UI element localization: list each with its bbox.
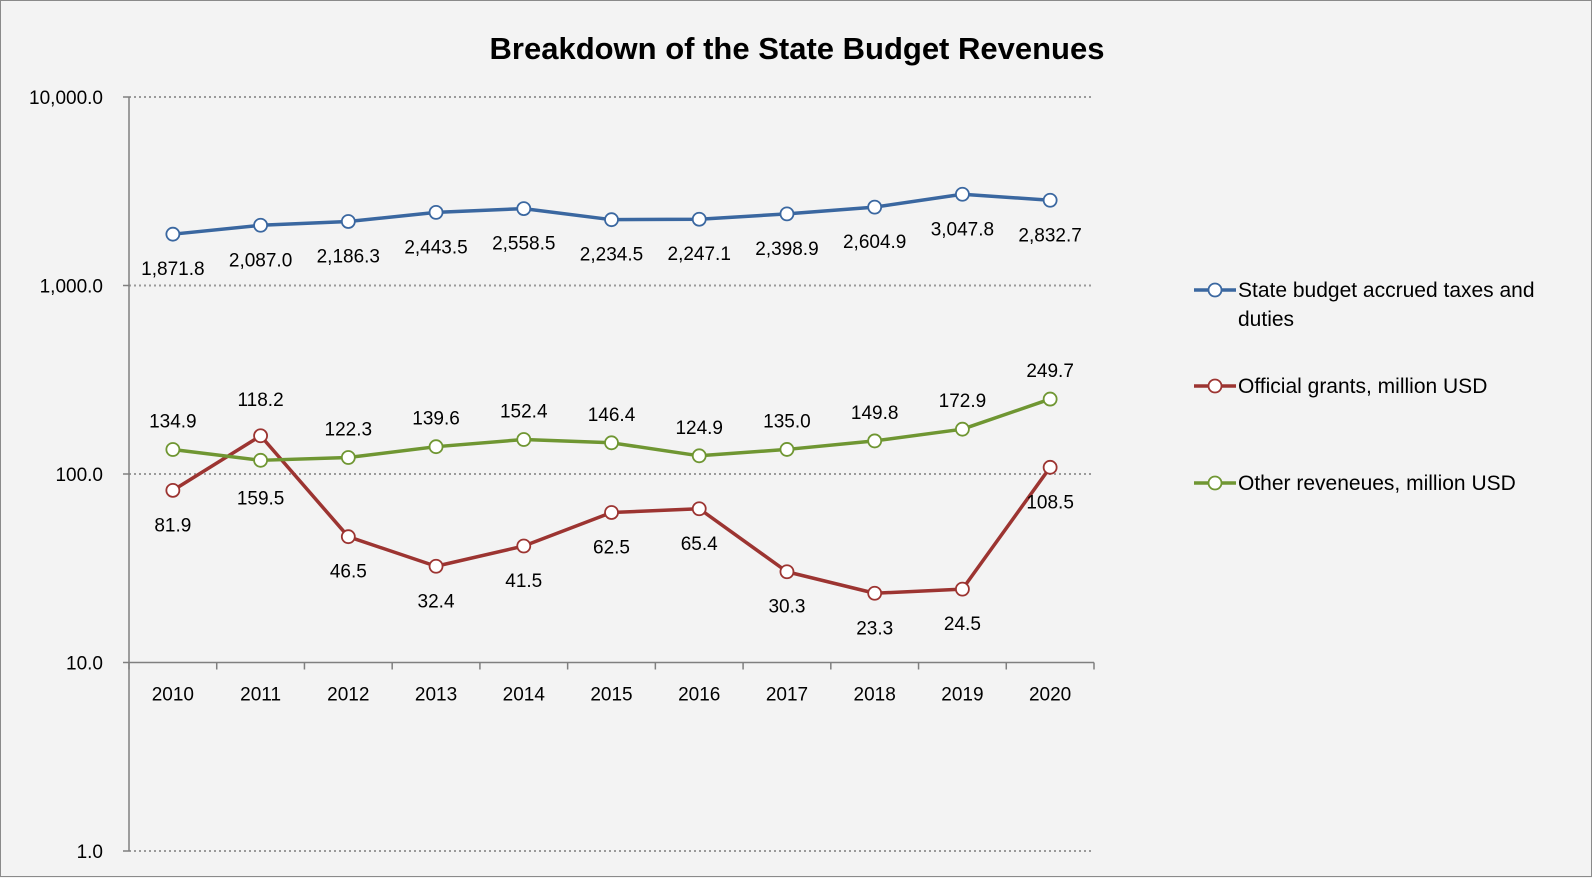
data-label: 152.4 [500, 402, 548, 423]
x-tick-label: 2011 [240, 685, 281, 706]
data-label: 134.9 [149, 411, 197, 432]
data-label: 139.6 [412, 409, 460, 430]
data-label: 2,234.5 [580, 245, 643, 266]
data-point [340, 450, 356, 465]
data-label: 65.4 [681, 534, 718, 555]
data-point [428, 558, 444, 574]
data-label: 81.9 [154, 515, 191, 536]
y-tick-label: 1.0 [77, 842, 103, 863]
y-tick-label: 100.0 [55, 465, 103, 486]
data-label: 122.3 [325, 420, 373, 441]
x-tick-label: 2012 [327, 685, 369, 706]
data-point [516, 432, 532, 447]
x-tick-label: 2015 [590, 685, 632, 706]
data-point [516, 538, 532, 554]
data-point [955, 581, 970, 597]
data-label: 159.5 [237, 488, 285, 509]
data-label: 2,604.9 [843, 232, 906, 253]
data-point [779, 442, 795, 457]
chart-title: Breakdown of the State Budget Revenues [490, 31, 1105, 66]
data-label: 2,832.7 [1018, 225, 1081, 246]
axis-layer: 1.0 10.0 100.0 1,000.0 10,000.0 2010 2011 2012 2… [29, 88, 1095, 863]
data-label: 1,871.8 [141, 259, 204, 280]
data-point [604, 435, 619, 451]
data-point [1042, 459, 1058, 475]
x-tick-label: 2016 [678, 685, 720, 706]
x-tick-label: 2010 [152, 685, 194, 706]
data-label: 30.3 [768, 597, 805, 618]
data-point [1042, 192, 1058, 208]
data-point [955, 421, 970, 437]
data-label: 32.4 [418, 591, 455, 612]
data-label: 41.5 [505, 571, 542, 592]
legend-label: State budget accrued taxes and [1238, 279, 1535, 302]
data-point [779, 564, 795, 580]
data-label: 118.2 [238, 390, 284, 411]
legend: State budget accrued taxes and duties Offi… [1194, 279, 1535, 495]
data-label: 3,047.8 [931, 219, 994, 240]
x-tick-label: 2017 [766, 685, 808, 706]
data-label: 2,398.9 [755, 239, 818, 260]
data-point [428, 204, 444, 220]
data-point [867, 585, 883, 601]
data-label: 2,247.1 [668, 244, 731, 265]
data-point [340, 214, 356, 229]
legend-label: Other reveneues, million USD [1238, 472, 1516, 495]
data-point [691, 448, 707, 464]
x-tick-label: 2014 [503, 685, 546, 706]
data-point [604, 505, 619, 520]
y-tick-label: 10,000.0 [29, 88, 103, 109]
legend-label: Official grants, million USD [1238, 375, 1487, 398]
x-tick-label: 2020 [1029, 685, 1071, 706]
data-point [604, 212, 619, 228]
data-label: 146.4 [588, 405, 636, 426]
data-label: 2,443.5 [404, 237, 467, 258]
data-point [165, 482, 181, 498]
legend-marker [1207, 378, 1223, 394]
grid-layer [129, 96, 1094, 852]
data-point [867, 199, 883, 215]
y-tick-label: 10.0 [66, 654, 103, 675]
data-point [867, 433, 883, 449]
data-point [165, 226, 181, 242]
series-layer [165, 186, 1058, 601]
y-tick-label: 1,000.0 [40, 277, 103, 298]
data-label: 249.7 [1026, 361, 1074, 382]
x-tick-label: 2019 [941, 685, 983, 706]
data-point [779, 206, 795, 222]
data-point [516, 201, 532, 216]
data-label: 62.5 [593, 537, 630, 558]
x-tick-label: 2018 [854, 685, 896, 706]
data-point [253, 217, 268, 233]
data-point [253, 452, 268, 468]
data-label: 135.0 [763, 411, 811, 432]
data-label: 108.5 [1026, 492, 1074, 513]
data-point [1042, 391, 1058, 407]
legend-marker [1207, 475, 1223, 491]
data-label: 124.9 [675, 418, 723, 439]
data-point [165, 442, 181, 457]
data-label: 24.5 [944, 614, 981, 635]
data-label: 2,087.0 [229, 250, 292, 271]
data-point [428, 439, 444, 455]
data-label: 2,558.5 [492, 234, 555, 255]
data-label-layer: 1,871.8 2,087.0 2,186.3 2,443.5 2,558.5 2,234… [141, 219, 1082, 639]
data-label: 23.3 [856, 618, 893, 639]
data-point [340, 529, 356, 545]
data-point [253, 428, 268, 444]
data-label: 46.5 [330, 562, 367, 583]
legend-marker [1207, 282, 1223, 298]
data-point [691, 501, 707, 517]
legend-label: duties [1238, 308, 1294, 331]
data-label: 149.8 [851, 403, 899, 424]
data-label: 2,186.3 [317, 246, 380, 267]
data-label: 172.9 [939, 391, 987, 412]
data-point [691, 211, 707, 227]
data-point [955, 186, 970, 202]
x-tick-label: 2013 [415, 685, 457, 706]
